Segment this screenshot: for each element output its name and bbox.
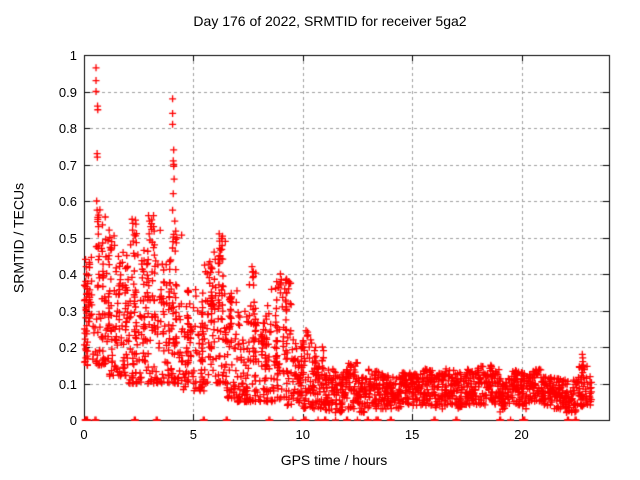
y-tick-label: 0.7	[58, 157, 77, 173]
y-tick-label: 0.2	[58, 340, 77, 355]
y-tick-label: 1	[69, 48, 77, 63]
x-tick-label: 5	[189, 427, 197, 442]
y-tick-label: 0.4	[58, 267, 77, 282]
y-tick-label: 0.6	[58, 194, 77, 209]
y-tick-label: 0.5	[58, 230, 77, 246]
y-tick-label: 0.8	[58, 121, 77, 136]
y-tick-label: 0	[69, 413, 77, 428]
x-axis-label: GPS time / hours	[280, 452, 388, 468]
x-tick-label: 15	[404, 427, 420, 442]
x-tick-label: 0	[80, 427, 88, 442]
y-tick-label: 0.1	[58, 376, 77, 392]
y-tick-label: 0.9	[58, 84, 77, 100]
y-tick-label: 0.3	[58, 303, 77, 319]
x-tick-label: 20	[514, 427, 529, 442]
x-tick-label: 10	[295, 427, 310, 442]
chart-title: Day 176 of 2022, SRMTID for receiver 5ga…	[193, 13, 467, 29]
